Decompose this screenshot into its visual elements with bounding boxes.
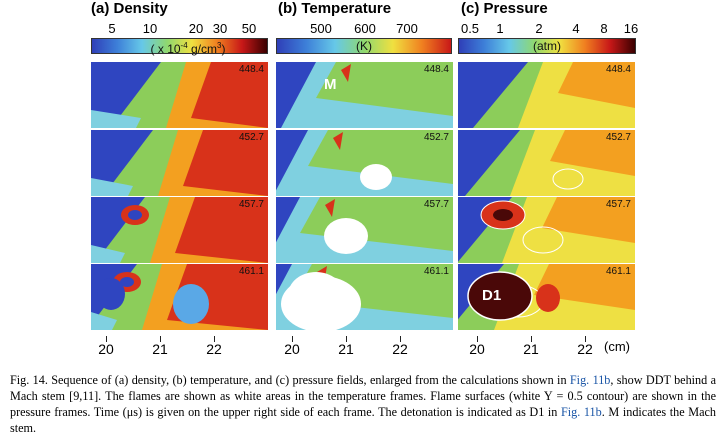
field-image — [91, 62, 268, 128]
field-image — [91, 264, 268, 330]
frame-pressure: 448.4 — [458, 62, 635, 128]
colorbar-tick: 2 — [535, 21, 543, 36]
x-tick-label: 20 — [469, 341, 485, 357]
field-image — [276, 264, 453, 330]
panel-title-density: (a) Density — [91, 0, 168, 17]
figure-caption: Fig. 14. Sequence of (a) density, (b) te… — [10, 373, 717, 435]
field-image — [458, 197, 635, 263]
x-tick-label: 22 — [577, 341, 593, 357]
frame-pressure: 452.7 — [458, 130, 635, 196]
x-tick-label: 21 — [523, 341, 539, 357]
frame-time-label: 452.7 — [423, 132, 449, 143]
frame-time-label: 461.1 — [605, 266, 631, 277]
detonation-label: D1 — [482, 287, 502, 304]
frame-temperature: 452.7 — [276, 130, 453, 196]
field-image — [276, 62, 453, 128]
colorbar-tick: 30 — [212, 21, 228, 36]
panel-title-pressure: (c) Pressure — [461, 0, 548, 17]
x-tickmark — [292, 336, 293, 342]
density-colorbar — [91, 38, 268, 54]
frame-time-label: 457.7 — [605, 199, 631, 210]
colorbar-tick: 5 — [108, 21, 116, 36]
figure-reference-link[interactable]: Fig. 11b — [569, 373, 611, 387]
density-colorbar-unit: ( x 10-4 g/cm3) — [150, 41, 226, 56]
frame-time-label: 461.1 — [423, 266, 449, 277]
frame-time-label: 457.7 — [423, 199, 449, 210]
field-image — [276, 197, 453, 263]
colorbar-tick: 600 — [354, 21, 376, 36]
panel-title-temperature: (b) Temperature — [278, 0, 392, 17]
x-tick-label: 22 — [206, 341, 222, 357]
frame-temperature: 457.7 — [276, 197, 453, 263]
pressure-colorbar-unit: (atm) — [533, 39, 561, 53]
colorbar-tick: 20 — [188, 21, 204, 36]
frame-density: 452.7 — [91, 130, 268, 196]
field-image — [458, 62, 635, 128]
x-tick-label: 21 — [338, 341, 354, 357]
x-tickmark — [106, 336, 107, 342]
colorbar-tick: 50 — [241, 21, 257, 36]
frame-temperature: 448.4 — [276, 62, 453, 128]
temperature-colorbar — [276, 38, 452, 54]
field-image — [276, 130, 453, 196]
colorbar-tick: 10 — [142, 21, 158, 36]
x-tickmark — [346, 336, 347, 342]
colorbar-tick: 4 — [572, 21, 580, 36]
frame-pressure: 457.7 — [458, 197, 635, 263]
colorbar-tick: 16 — [623, 21, 639, 36]
x-tickmark — [160, 336, 161, 342]
x-tickmark — [400, 336, 401, 342]
frame-pressure: 461.1 — [458, 264, 635, 330]
x-tickmark — [585, 336, 586, 342]
figure-reference-link[interactable]: Fig. 11b — [561, 405, 602, 419]
x-tick-label: 22 — [392, 341, 408, 357]
pressure-colorbar — [458, 38, 636, 54]
frame-time-label: 448.4 — [423, 64, 449, 75]
mach-stem-label: M — [324, 76, 337, 93]
colorbar-tick: 8 — [600, 21, 608, 36]
frame-density: 457.7 — [91, 197, 268, 263]
frame-time-label: 452.7 — [238, 132, 264, 143]
colorbar-tick: 500 — [310, 21, 332, 36]
x-tickmark — [214, 336, 215, 342]
x-tick-label: 21 — [152, 341, 168, 357]
x-tick-label: 20 — [284, 341, 300, 357]
frame-density: 461.1 — [91, 264, 268, 330]
frame-density: 448.4 — [91, 62, 268, 128]
frame-time-label: 448.4 — [238, 64, 264, 75]
x-axis-unit: (cm) — [604, 339, 630, 354]
x-tick-label: 20 — [98, 341, 114, 357]
x-tickmark — [477, 336, 478, 342]
frame-time-label: 457.7 — [238, 199, 264, 210]
field-image — [458, 130, 635, 196]
colorbar-tick: 0.5 — [460, 21, 480, 36]
colorbar-tick: 700 — [396, 21, 418, 36]
x-tickmark — [531, 336, 532, 342]
frame-time-label: 461.1 — [238, 266, 264, 277]
field-image — [91, 130, 268, 196]
field-image — [458, 264, 635, 330]
frame-temperature: 461.1 — [276, 264, 453, 330]
figure-14: (a) Density (b) Temperature (c) Pressure… — [91, 0, 639, 357]
frame-time-label: 448.4 — [605, 64, 631, 75]
colorbar-tick: 1 — [496, 21, 504, 36]
temperature-colorbar-unit: (K) — [356, 39, 372, 53]
frame-time-label: 452.7 — [605, 132, 631, 143]
field-image — [91, 197, 268, 263]
